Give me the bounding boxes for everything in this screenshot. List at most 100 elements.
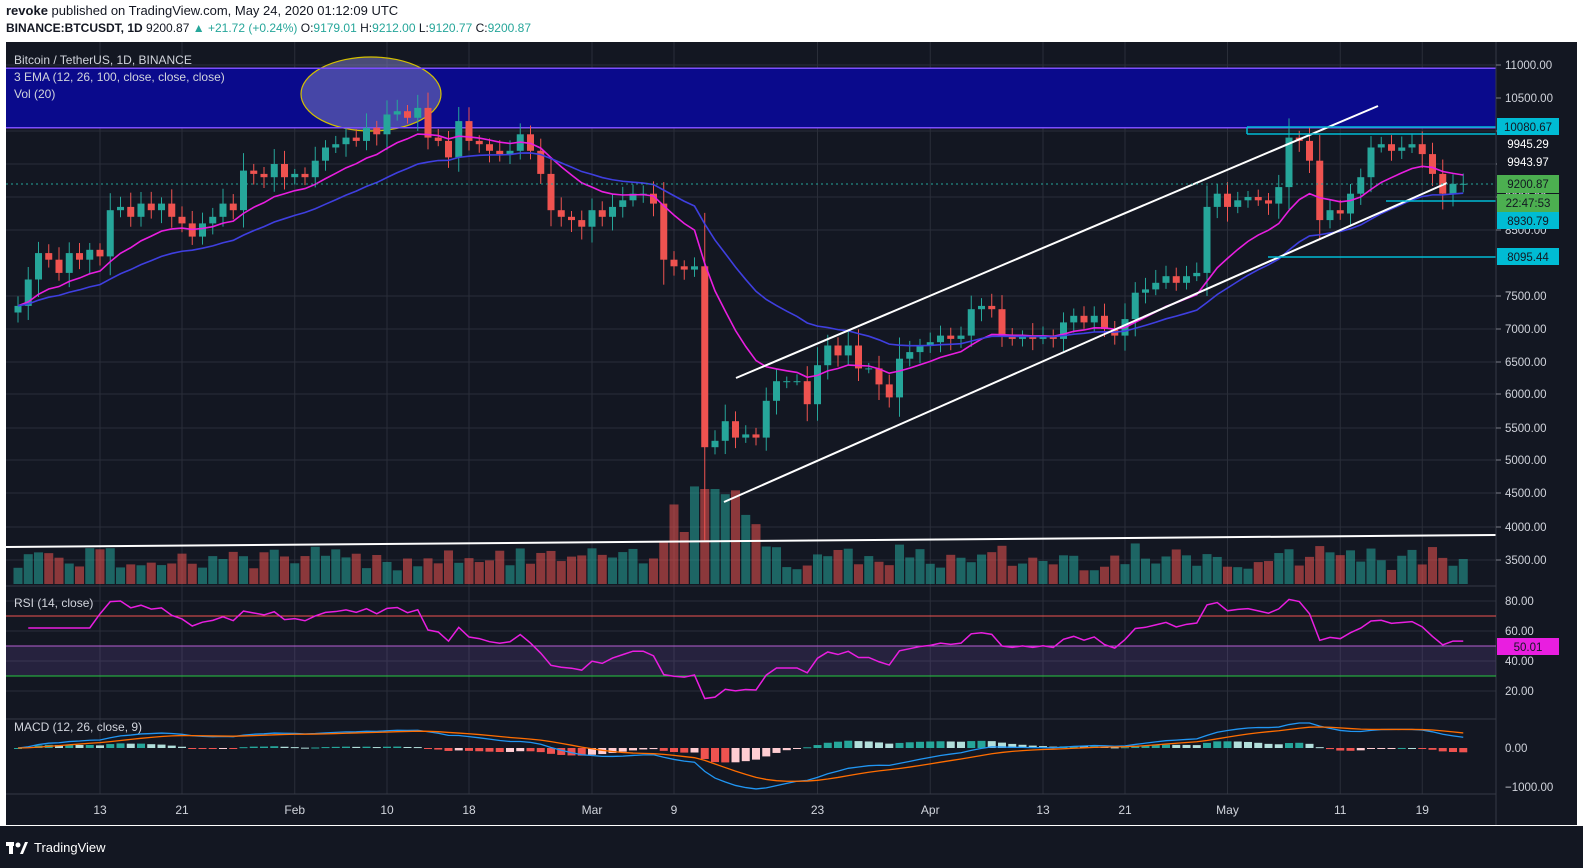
candle bbox=[1193, 262, 1201, 282]
volume-bar bbox=[269, 549, 279, 584]
macd-bar bbox=[844, 740, 853, 748]
rsi-tick-label: 60.00 bbox=[1505, 626, 1534, 638]
rsi-band bbox=[6, 646, 1496, 676]
candle bbox=[1019, 330, 1026, 347]
candle bbox=[1142, 277, 1149, 304]
volume-bar bbox=[679, 531, 689, 584]
volume-bar bbox=[1110, 555, 1120, 584]
volume-bar bbox=[177, 553, 187, 584]
candle bbox=[1408, 133, 1416, 153]
candle bbox=[486, 138, 493, 163]
volume-bar bbox=[392, 570, 402, 584]
macd-bar bbox=[987, 741, 996, 748]
macd-bar bbox=[875, 742, 883, 748]
macd-bar bbox=[905, 742, 914, 748]
footer-brand: TradingView bbox=[34, 839, 106, 855]
last-price: 9200.87 bbox=[146, 21, 190, 35]
volume-bar bbox=[997, 545, 1007, 584]
badge-rsi: 50.01 bbox=[1497, 638, 1559, 655]
volume-bar bbox=[710, 489, 720, 584]
volume-bar bbox=[495, 550, 505, 584]
volume-bar bbox=[987, 552, 997, 584]
price-tick-label: 6000.00 bbox=[1505, 389, 1547, 401]
ohlc-line: BINANCE:BTCUSDT, 1D 9200.87 ▲ +21.72 (+0… bbox=[6, 21, 531, 35]
price-tick-label: 6500.00 bbox=[1505, 357, 1547, 369]
macd-bar bbox=[147, 744, 156, 748]
volume-bar bbox=[1223, 566, 1232, 584]
volume-bar bbox=[587, 548, 597, 584]
volume-bar bbox=[618, 552, 628, 584]
macd-bar bbox=[1018, 744, 1027, 748]
chart-container[interactable]: 11000.0010500.0010000.009500.009000.0085… bbox=[5, 42, 1577, 825]
footer[interactable]: TradingView bbox=[6, 834, 106, 860]
candle bbox=[865, 362, 873, 374]
macd-bar bbox=[588, 748, 596, 755]
publish-line: revoke published on TradingView.com, May… bbox=[6, 3, 398, 18]
macd-bar bbox=[608, 748, 617, 753]
macd-bar bbox=[1346, 748, 1355, 751]
time-axis[interactable]: 13 21 Feb 10 18 Mar 9 23 Apr 13 21 May 11 19 bbox=[93, 803, 1429, 817]
macd-bar bbox=[998, 742, 1006, 748]
macd-bar bbox=[1387, 748, 1396, 749]
candle bbox=[1172, 267, 1180, 291]
volume-bar bbox=[1387, 569, 1396, 584]
candle bbox=[363, 113, 370, 151]
macd-bar bbox=[260, 746, 268, 748]
volume-bar bbox=[813, 554, 822, 584]
macd-bar bbox=[85, 744, 94, 748]
macd-bar bbox=[1254, 742, 1263, 748]
macd-bar bbox=[311, 747, 320, 749]
macd-bar bbox=[1172, 744, 1181, 748]
volume-bar bbox=[823, 556, 833, 584]
macd-bar bbox=[1377, 748, 1386, 749]
macd-bar bbox=[1080, 746, 1088, 748]
volume-bar bbox=[310, 546, 320, 584]
volume-bar bbox=[85, 548, 95, 584]
volume-bar bbox=[187, 563, 197, 584]
volume-bar bbox=[864, 556, 874, 584]
badge-10080: 10080.67 bbox=[1497, 118, 1559, 135]
volume-bar bbox=[936, 567, 945, 584]
macd-bar bbox=[424, 748, 432, 749]
volume-bar bbox=[1448, 565, 1458, 584]
resistance-zone bbox=[6, 68, 1496, 128]
badge-8930: 8930.79 bbox=[1497, 212, 1559, 229]
volume-bar bbox=[116, 567, 125, 584]
volume-bar bbox=[895, 544, 904, 584]
volume-bar bbox=[1202, 554, 1212, 584]
candle bbox=[86, 242, 94, 274]
macd-bar bbox=[557, 748, 566, 755]
candle bbox=[660, 182, 668, 285]
candle bbox=[1367, 136, 1375, 193]
candle bbox=[557, 197, 565, 227]
time-tick-label: Mar bbox=[582, 803, 603, 817]
macd-bar bbox=[280, 746, 289, 748]
candle bbox=[137, 192, 145, 227]
candle bbox=[1234, 191, 1242, 214]
volume-bar bbox=[1274, 553, 1284, 584]
macd-bar bbox=[741, 748, 750, 762]
volume-bar bbox=[659, 540, 669, 584]
candle bbox=[1162, 265, 1170, 289]
macd-bar bbox=[506, 748, 514, 752]
candle bbox=[1224, 182, 1231, 222]
volume-bar bbox=[1284, 549, 1294, 584]
rsi-tick-label: 20.00 bbox=[1505, 686, 1534, 698]
macd-bar bbox=[444, 748, 453, 751]
chart-svg[interactable]: 11000.0010500.0010000.009500.009000.0085… bbox=[5, 42, 1577, 825]
candle bbox=[691, 257, 698, 277]
volume-bar bbox=[638, 563, 648, 584]
ema-fast-line bbox=[17, 133, 1464, 379]
candle bbox=[332, 135, 340, 153]
macd-bar bbox=[454, 748, 463, 751]
volume-bar bbox=[1315, 546, 1325, 584]
badge-8095: 8095.44 bbox=[1497, 248, 1559, 265]
macd-bar bbox=[516, 748, 525, 752]
badge-last-price-text: 9200.87 bbox=[1507, 179, 1549, 191]
volume-bar bbox=[1007, 565, 1017, 584]
candle bbox=[24, 267, 32, 320]
macd-bar bbox=[495, 748, 504, 752]
macd-bar bbox=[1008, 743, 1017, 748]
macd-bar bbox=[1418, 748, 1427, 749]
volume-bar bbox=[1161, 556, 1171, 584]
